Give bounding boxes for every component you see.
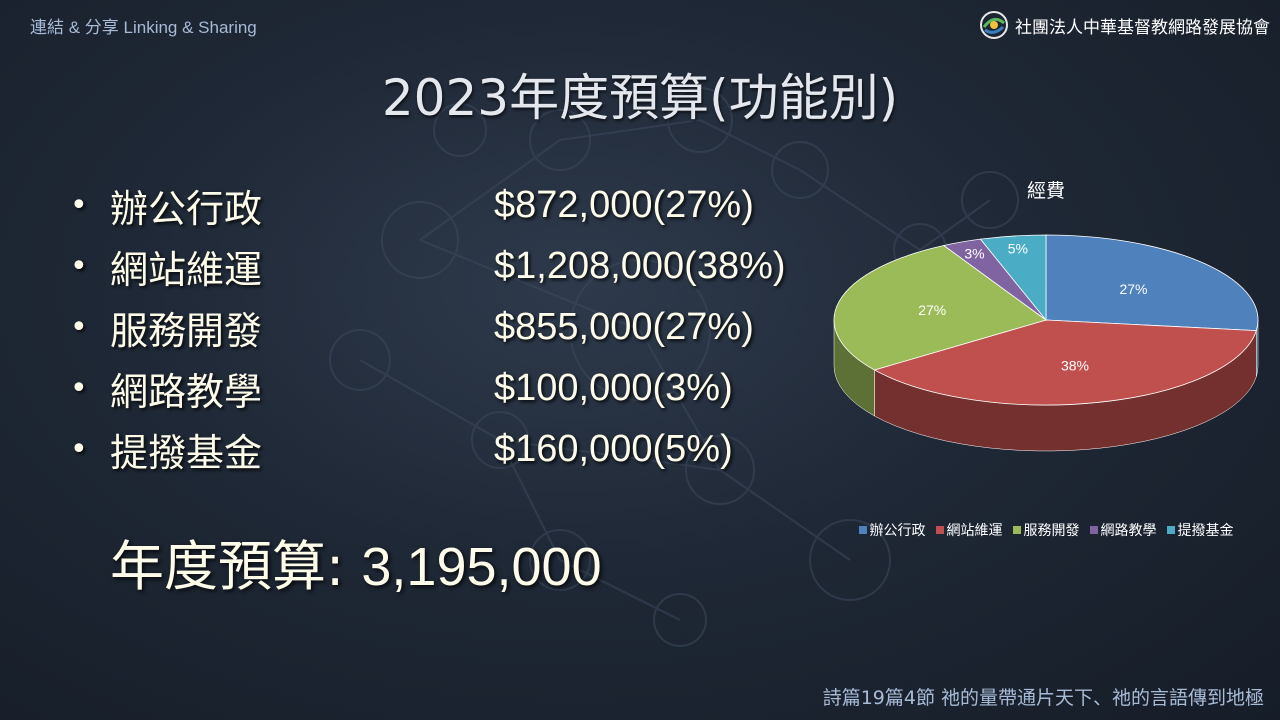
total-value: 3,195,000 bbox=[361, 537, 602, 597]
pie-slice bbox=[873, 319, 1257, 406]
budget-item-label: 網路教學 bbox=[110, 370, 263, 414]
header-tagline: 連結 & 分享 Linking & Sharing bbox=[30, 18, 257, 37]
total-label: 年度預算: bbox=[110, 535, 345, 598]
budget-item: • 辦公行政 $872,000(27%) bbox=[70, 175, 786, 236]
budget-item-amount: $872,000(27%) bbox=[494, 184, 754, 226]
pie-data-label: 5% bbox=[1008, 241, 1028, 257]
org-logo-icon bbox=[980, 11, 1008, 39]
bullet: • bbox=[70, 249, 88, 284]
annual-budget-total: 年度預算: 3,195,000 bbox=[110, 522, 602, 601]
legend-item: 辦公行政 bbox=[858, 520, 926, 540]
budget-item-label: 服務開發 bbox=[110, 309, 263, 353]
budget-item-amount: $100,000(3%) bbox=[494, 367, 733, 409]
page-title: 2023年度預算(功能別) bbox=[381, 69, 899, 127]
pie-data-label: 38% bbox=[1061, 357, 1089, 373]
pie-data-label: 27% bbox=[918, 302, 946, 318]
legend-swatch bbox=[1012, 526, 1021, 534]
budget-item-amount: $160,000(5%) bbox=[494, 428, 733, 470]
budget-item-amount: $1,208,000(38%) bbox=[494, 245, 786, 287]
pie-data-label: 3% bbox=[964, 246, 984, 262]
org-header: 社團法人中華基督教網路發展協會 bbox=[979, 10, 1270, 40]
budget-pie-chart: 經費 27% 38% 27% 3% 5% 辦公行政 網站維運 服務開發 網路教學 提撥基金 bbox=[826, 170, 1266, 550]
legend-label: 提撥基金 bbox=[1177, 523, 1234, 539]
budget-item-label: 辦公行政 bbox=[110, 187, 263, 231]
legend-label: 網站維運 bbox=[946, 523, 1003, 539]
legend-swatch bbox=[858, 526, 867, 534]
pie-chart-svg: 27% 38% 27% 3% 5% bbox=[833, 234, 1259, 452]
legend-label: 服務開發 bbox=[1023, 523, 1080, 539]
pie-slice bbox=[833, 245, 1047, 371]
bullet: • bbox=[70, 432, 88, 467]
budget-item: • 服務開發 $855,000(27%) bbox=[70, 297, 786, 358]
legend-swatch bbox=[935, 526, 944, 534]
legend-label: 網路教學 bbox=[1100, 523, 1157, 539]
legend-item: 網站維運 bbox=[935, 520, 1003, 540]
budget-list: • 辦公行政 $872,000(27%) • 網站維運 $1,208,000(3… bbox=[70, 175, 786, 480]
org-name: 社團法人中華基督教網路發展協會 bbox=[1015, 17, 1270, 38]
budget-item-amount: $855,000(27%) bbox=[494, 306, 754, 348]
legend-swatch bbox=[1166, 526, 1175, 534]
bullet: • bbox=[70, 371, 88, 406]
pie-data-label: 27% bbox=[1119, 281, 1147, 297]
budget-item-label: 網站維運 bbox=[110, 248, 263, 292]
pie-slice bbox=[979, 234, 1047, 322]
legend-item: 服務開發 bbox=[1012, 520, 1080, 540]
bullet: • bbox=[70, 188, 88, 223]
legend-item: 網路教學 bbox=[1089, 520, 1157, 540]
legend-label: 辦公行政 bbox=[869, 523, 926, 539]
legend-swatch bbox=[1089, 526, 1098, 534]
legend-item: 提撥基金 bbox=[1166, 520, 1234, 540]
bullet: • bbox=[70, 310, 88, 345]
chart-title: 經費 bbox=[1026, 180, 1065, 202]
budget-item: • 提撥基金 $160,000(5%) bbox=[70, 419, 786, 480]
footer-scripture: 詩篇19篇4節 祂的量帶通片天下、祂的言語傳到地極 bbox=[822, 687, 1264, 709]
pie-slice bbox=[1045, 234, 1259, 332]
budget-item: • 網站維運 $1,208,000(38%) bbox=[70, 236, 786, 297]
budget-item: • 網路教學 $100,000(3%) bbox=[70, 358, 786, 419]
budget-item-label: 提撥基金 bbox=[110, 431, 263, 475]
chart-legend: 辦公行政 網站維運 服務開發 網路教學 提撥基金 bbox=[826, 520, 1266, 540]
